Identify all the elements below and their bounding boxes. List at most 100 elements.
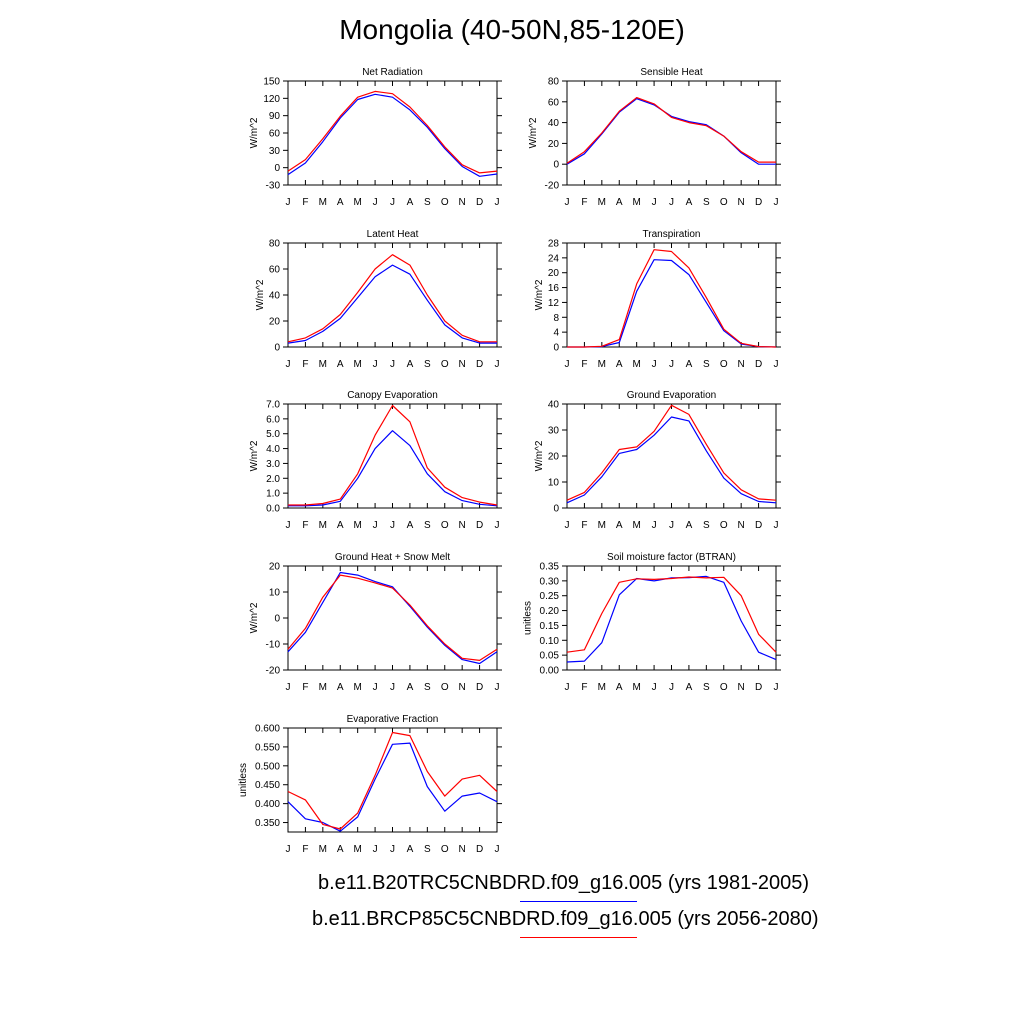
plot-frame [287,727,498,833]
y-axis-label: W/m^2 [534,279,545,310]
y-tick-label: 3.0 [266,459,280,470]
y-axis-label: W/m^2 [534,440,545,471]
y-axis-label: W/m^2 [249,440,260,471]
y-tick-label: 0.500 [255,761,280,772]
series-line-run2 [567,249,777,348]
x-tick-label: J [669,520,674,531]
chart-panel: J F M A M J J A S O N D J0.01.02.03.04.05.06.07.0Can… [249,390,502,531]
panel-title: Latent Heat [367,229,419,240]
x-tick-label: M [319,359,327,370]
x-tick-label: J [286,359,291,370]
x-tick-label: J [669,682,674,693]
x-tick-label: M [598,197,606,208]
x-tick-label: F [302,197,308,208]
series-line-run1 [287,742,498,832]
x-tick-label: J [565,520,570,531]
x-tick-label: A [337,359,344,370]
series-line-run1 [566,575,777,663]
x-tick-label: M [319,682,327,693]
panel-title: Net Radiation [362,67,423,78]
x-tick-label: J [774,682,779,693]
series-line-run2 [287,574,498,662]
y-tick-label: 8 [553,313,559,324]
x-tick-label: M [353,359,361,370]
x-tick-label: F [302,359,308,370]
y-tick-label: 0.600 [255,724,280,735]
y-tick-label: 0.10 [540,636,560,647]
x-tick-label: A [616,520,623,531]
x-tick-label: J [286,682,291,693]
x-tick-label: D [755,682,762,693]
x-tick-label: F [581,197,587,208]
legend-line-run1 [520,901,637,902]
series-line-run1 [287,571,498,665]
x-tick-label: D [755,197,762,208]
x-tick-label: J [495,520,500,531]
y-tick-label: 0.20 [540,606,560,617]
x-tick-label: N [738,359,745,370]
series-line-run2 [566,576,777,653]
x-tick-label: N [738,682,745,693]
x-tick-label: M [598,359,606,370]
y-tick-label: 40 [548,400,560,411]
x-tick-label: N [459,682,466,693]
y-tick-label: 1.0 [266,489,280,500]
x-tick-label: M [632,682,640,693]
y-tick-label: 80 [269,239,281,250]
x-tick-label: M [598,520,606,531]
y-tick-label: 0.350 [255,818,280,829]
x-tick-label: J [495,359,500,370]
panel-title: Sensible Heat [640,67,702,78]
y-tick-label: 20 [269,562,281,573]
y-tick-label: 150 [263,77,280,88]
y-axis-label: unitless [523,601,534,635]
y-tick-label: 12 [548,298,560,309]
x-tick-label: A [616,682,623,693]
x-tick-label: J [373,682,378,693]
y-tick-label: 40 [548,118,560,129]
x-tick-label: F [302,520,308,531]
series-line-run1 [287,93,498,177]
x-tick-label: A [337,197,344,208]
y-tick-label: 0.550 [255,742,280,753]
x-tick-label: A [407,682,414,693]
x-tick-label: S [424,844,431,855]
x-tick-label: M [632,359,640,370]
x-tick-label: J [565,359,570,370]
x-tick-label: A [616,197,623,208]
x-tick-label: J [286,844,291,855]
x-tick-label: S [424,682,431,693]
x-tick-label: S [703,520,710,531]
x-tick-label: D [476,359,483,370]
x-tick-label: A [407,844,414,855]
plot-frame [287,565,498,671]
x-tick-label: J [373,844,378,855]
x-tick-label: J [495,197,500,208]
y-tick-label: 7.0 [266,400,280,411]
x-tick-label: N [738,520,745,531]
y-tick-label: -30 [266,181,281,192]
x-tick-label: O [720,359,728,370]
panel-title: Soil moisture factor (BTRAN) [607,552,736,563]
y-tick-label: 0 [553,504,559,515]
y-tick-label: 5.0 [266,429,280,440]
plot-frame [566,565,777,671]
series-line-run1 [288,430,498,507]
y-axis-label: W/m^2 [249,602,260,633]
series-line-run2 [287,731,498,830]
legend-label-run1: b.e11.B20TRC5CNBDRD.f09_g16.005 (yrs 198… [318,872,810,894]
x-tick-label: J [774,197,779,208]
y-tick-label: 0.400 [255,799,280,810]
x-tick-label: J [390,197,395,208]
x-tick-label: N [738,197,745,208]
x-tick-label: D [476,844,483,855]
series-line-run2 [566,96,776,164]
figure-title: Mongolia (40-50N,85-120E) [339,14,685,45]
x-tick-label: S [424,197,431,208]
plot-frame [566,242,777,348]
y-tick-label: -20 [266,666,281,677]
x-tick-label: J [652,359,657,370]
